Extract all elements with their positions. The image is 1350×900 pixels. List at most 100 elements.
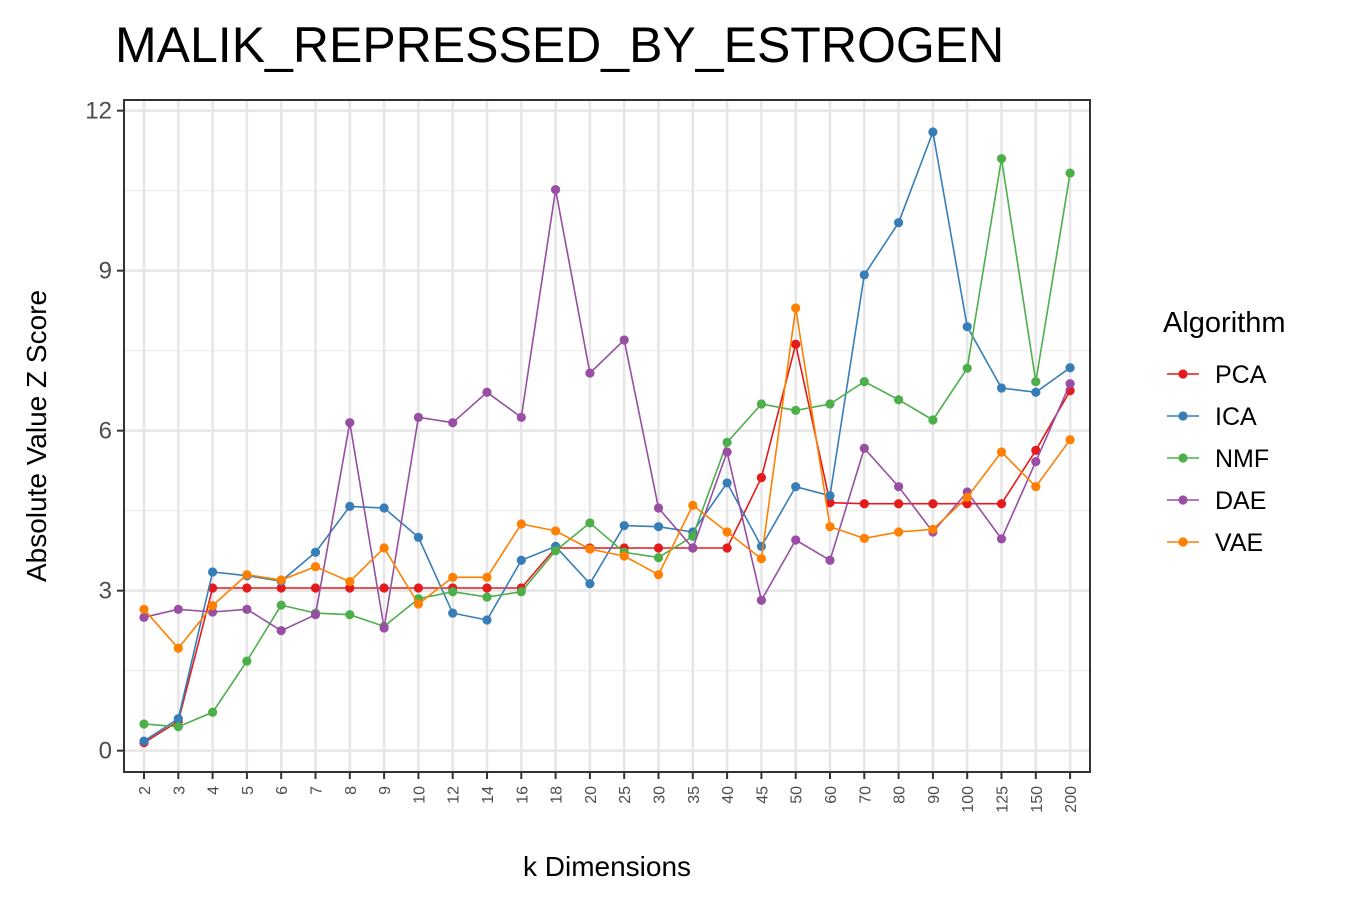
x-tick-label: 45 [754, 786, 771, 804]
data-point-vae [962, 492, 972, 502]
data-point-ica [413, 532, 423, 542]
x-tick-label: 25 [617, 786, 634, 804]
data-point-vae [276, 575, 286, 585]
data-point-dae [173, 604, 183, 614]
data-point-ica [310, 547, 321, 557]
x-tick-label: 200 [1063, 786, 1080, 813]
x-axis-title: k Dimensions [523, 851, 691, 882]
data-point-nmf [756, 399, 767, 409]
data-point-pca [1031, 445, 1041, 455]
data-point-ica [173, 714, 183, 724]
grid-lines [124, 100, 1090, 772]
data-point-pca [413, 583, 423, 593]
data-point-dae [276, 626, 286, 636]
series-line-dae [143, 189, 1071, 632]
data-point-ica [791, 482, 801, 492]
data-point-vae [173, 643, 183, 653]
data-point-vae [859, 533, 869, 544]
x-tick-label: 100 [960, 786, 977, 813]
x-tick-label: 14 [480, 786, 497, 804]
data-point-vae [722, 527, 732, 537]
data-point-nmf [1031, 377, 1041, 387]
data-point-dae [551, 185, 561, 195]
x-tick-label: 90 [926, 786, 943, 804]
data-point-dae [1065, 379, 1075, 389]
x-tick-label: 10 [411, 786, 428, 804]
data-point-nmf [688, 531, 698, 541]
data-point-pca [996, 499, 1007, 509]
data-point-nmf [1065, 168, 1075, 178]
data-point-nmf [551, 546, 561, 556]
y-tick-label: 0 [99, 738, 112, 765]
data-point-dae [619, 335, 629, 345]
x-tick-label: 16 [514, 786, 531, 804]
data-point-vae [1065, 435, 1075, 445]
data-point-pca [962, 499, 972, 509]
data-point-vae [379, 543, 389, 553]
x-tick-label: 60 [823, 786, 840, 804]
x-tick-label: 6 [274, 786, 291, 795]
data-point-dae [345, 418, 355, 428]
data-point-nmf [276, 600, 286, 610]
data-point-vae [551, 526, 561, 536]
x-tick-label: 70 [857, 786, 874, 804]
data-point-pca [653, 543, 664, 553]
data-point-vae [139, 604, 149, 614]
data-point-vae [242, 570, 252, 580]
legend-item-nmf: NMF [1167, 445, 1269, 473]
legend-item-dae: DAE [1167, 487, 1266, 515]
data-point-ica [825, 491, 835, 501]
data-point-nmf [791, 405, 801, 415]
data-point-ica [619, 521, 629, 531]
data-point-dae [482, 387, 492, 397]
data-point-nmf [516, 587, 526, 597]
x-tick-label: 125 [995, 786, 1012, 813]
data-point-dae [413, 412, 423, 422]
data-point-ica [653, 522, 664, 532]
data-point-nmf [208, 707, 218, 717]
data-point-nmf [173, 722, 183, 732]
data-point-dae [379, 623, 389, 633]
x-tick-label: 30 [652, 786, 669, 804]
y-tick-label: 3 [99, 578, 112, 605]
data-point-nmf [653, 553, 664, 563]
legend-title: Algorithm [1163, 307, 1286, 339]
series-pca [139, 339, 1075, 748]
data-point-pca [310, 583, 321, 593]
x-tick-label: 4 [206, 786, 223, 795]
data-point-ica [962, 322, 972, 332]
y-tick-label: 6 [99, 418, 112, 445]
x-tick-label: 7 [309, 786, 326, 795]
data-point-vae [894, 527, 904, 537]
data-point-pca [482, 583, 492, 593]
data-point-nmf [448, 587, 458, 597]
data-point-dae [791, 535, 801, 545]
data-point-nmf [962, 363, 972, 373]
data-point-dae [825, 555, 835, 565]
data-point-dae [894, 482, 904, 492]
data-point-pca [379, 583, 389, 593]
data-point-vae [688, 500, 698, 510]
x-tick-label: 2 [137, 786, 154, 795]
data-point-nmf [825, 399, 835, 409]
data-point-nmf [242, 656, 252, 666]
data-point-pca [859, 499, 869, 509]
data-point-vae [928, 524, 938, 534]
data-point-nmf [482, 592, 492, 602]
x-tick-label: 5 [240, 786, 257, 795]
data-point-pca [894, 499, 904, 509]
legend-label: PCA [1215, 361, 1267, 389]
legend-label: DAE [1215, 487, 1266, 515]
data-point-dae [585, 368, 595, 378]
data-point-ica [1031, 387, 1041, 397]
x-tick-label: 50 [789, 786, 806, 804]
series-line-vae [143, 307, 1071, 650]
series-line-pca [143, 344, 1071, 744]
data-point-vae [448, 572, 458, 582]
data-point-pca [722, 543, 732, 553]
data-point-vae [516, 519, 526, 529]
data-point-nmf [345, 610, 355, 620]
legend-key-point [1178, 369, 1188, 379]
data-point-nmf [928, 415, 938, 425]
